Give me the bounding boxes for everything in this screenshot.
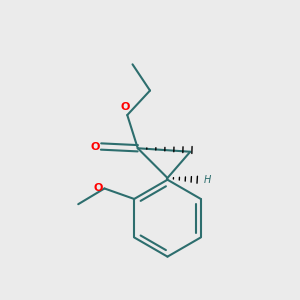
Text: O: O bbox=[94, 184, 103, 194]
Text: O: O bbox=[121, 102, 130, 112]
Text: O: O bbox=[90, 142, 99, 152]
Text: H: H bbox=[203, 175, 211, 185]
